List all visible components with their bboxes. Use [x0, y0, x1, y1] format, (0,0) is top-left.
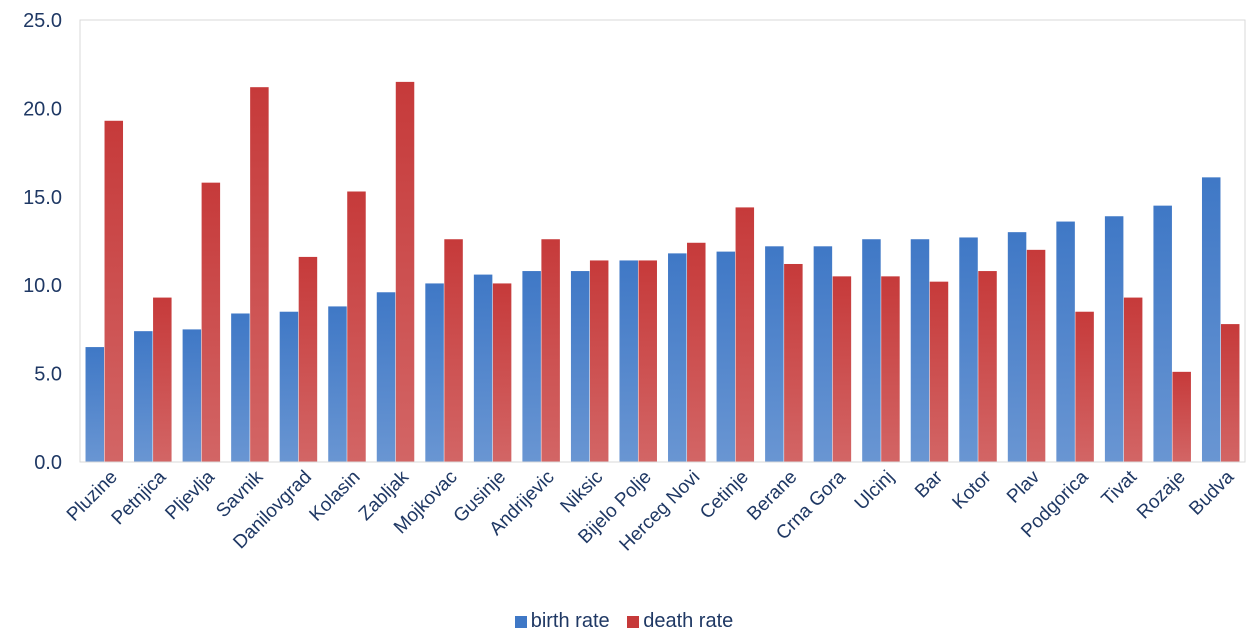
bar-death-rate-2 — [201, 182, 221, 462]
legend-item-death-rate: death rate — [627, 610, 733, 633]
x-tick-label: Petnjica — [108, 466, 171, 529]
bar-death-rate-23 — [1220, 324, 1240, 462]
bar-birth-rate-22 — [1153, 205, 1172, 462]
bar-birth-rate-15 — [813, 246, 833, 462]
bar-death-rate-16 — [881, 276, 900, 462]
bar-birth-rate-11 — [619, 260, 638, 462]
bar-birth-rate-6 — [376, 292, 396, 462]
bar-birth-rate-12 — [668, 253, 687, 462]
bar-death-rate-18 — [978, 271, 997, 462]
x-tick-label: Pljevlja — [161, 466, 219, 524]
x-tick-label: Tivat — [1098, 466, 1142, 510]
bar-death-rate-1 — [153, 297, 172, 462]
bar-death-rate-13 — [735, 207, 755, 462]
bar-death-rate-20 — [1075, 311, 1094, 462]
x-tick-label: Ulcinj — [851, 467, 899, 515]
y-tick-label: 20.0 — [23, 98, 62, 120]
x-tick-label: Cetinje — [696, 467, 753, 524]
bar-birth-rate-13 — [716, 251, 736, 462]
bar-birth-rate-17 — [910, 239, 930, 462]
x-tick-label: Plav — [1003, 466, 1044, 507]
bar-death-rate-9 — [541, 239, 560, 462]
x-tick-label: Bar — [911, 466, 947, 502]
bar-birth-rate-7 — [425, 283, 444, 462]
legend-label-death-rate: death rate — [643, 610, 734, 632]
bar-death-rate-19 — [1026, 249, 1046, 462]
x-tick-label: Kotor — [949, 466, 996, 513]
legend-label-birth-rate: birth rate — [530, 610, 610, 632]
bar-death-rate-22 — [1172, 371, 1191, 462]
bar-birth-rate-0 — [85, 347, 105, 462]
bar-birth-rate-1 — [134, 331, 153, 462]
bar-birth-rate-9 — [522, 271, 541, 462]
bar-death-rate-4 — [298, 256, 318, 462]
bar-birth-rate-2 — [182, 329, 202, 462]
bar-death-rate-3 — [250, 87, 269, 463]
bar-birth-rate-3 — [231, 313, 250, 462]
legend-item-birth-rate: birth rate — [514, 610, 610, 633]
y-tick-label: 15.0 — [23, 187, 62, 209]
bar-birth-rate-19 — [1007, 232, 1027, 462]
bar-chart: 0.05.010.015.020.025.0PluzinePetnjicaPlj… — [23, 10, 1246, 555]
bar-death-rate-8 — [492, 283, 512, 462]
bar-death-rate-21 — [1123, 297, 1143, 462]
y-tick-label: 25.0 — [23, 10, 62, 32]
bar-death-rate-0 — [104, 120, 124, 462]
bar-death-rate-10 — [589, 260, 609, 462]
bar-birth-rate-18 — [959, 237, 978, 462]
bar-death-rate-6 — [395, 81, 415, 462]
x-tick-label: Budva — [1185, 466, 1238, 519]
y-tick-label: 10.0 — [23, 275, 62, 297]
bar-death-rate-15 — [832, 276, 852, 462]
bar-birth-rate-16 — [862, 239, 881, 462]
bar-death-rate-7 — [444, 239, 463, 462]
bar-birth-rate-23 — [1201, 177, 1221, 463]
bar-birth-rate-14 — [765, 246, 784, 462]
bar-death-rate-14 — [784, 263, 803, 462]
x-tick-label: Kolasin — [306, 467, 365, 526]
bar-birth-rate-20 — [1056, 221, 1075, 462]
bar-death-rate-12 — [687, 242, 706, 462]
bar-birth-rate-5 — [328, 306, 347, 462]
bar-birth-rate-8 — [473, 274, 493, 462]
bar-death-rate-11 — [638, 260, 657, 462]
legend-swatch-birth-rate — [514, 615, 527, 628]
y-tick-label: 5.0 — [34, 364, 62, 386]
y-tick-label: 0.0 — [34, 452, 62, 474]
bar-birth-rate-4 — [279, 311, 299, 462]
bar-birth-rate-10 — [570, 271, 590, 462]
bar-death-rate-5 — [347, 191, 366, 462]
legend: birth rate death rate — [0, 610, 1248, 634]
legend-swatch-death-rate — [627, 615, 640, 628]
bar-birth-rate-21 — [1104, 216, 1124, 462]
bar-death-rate-17 — [929, 281, 949, 462]
x-tick-label: Rozaje — [1133, 467, 1190, 524]
